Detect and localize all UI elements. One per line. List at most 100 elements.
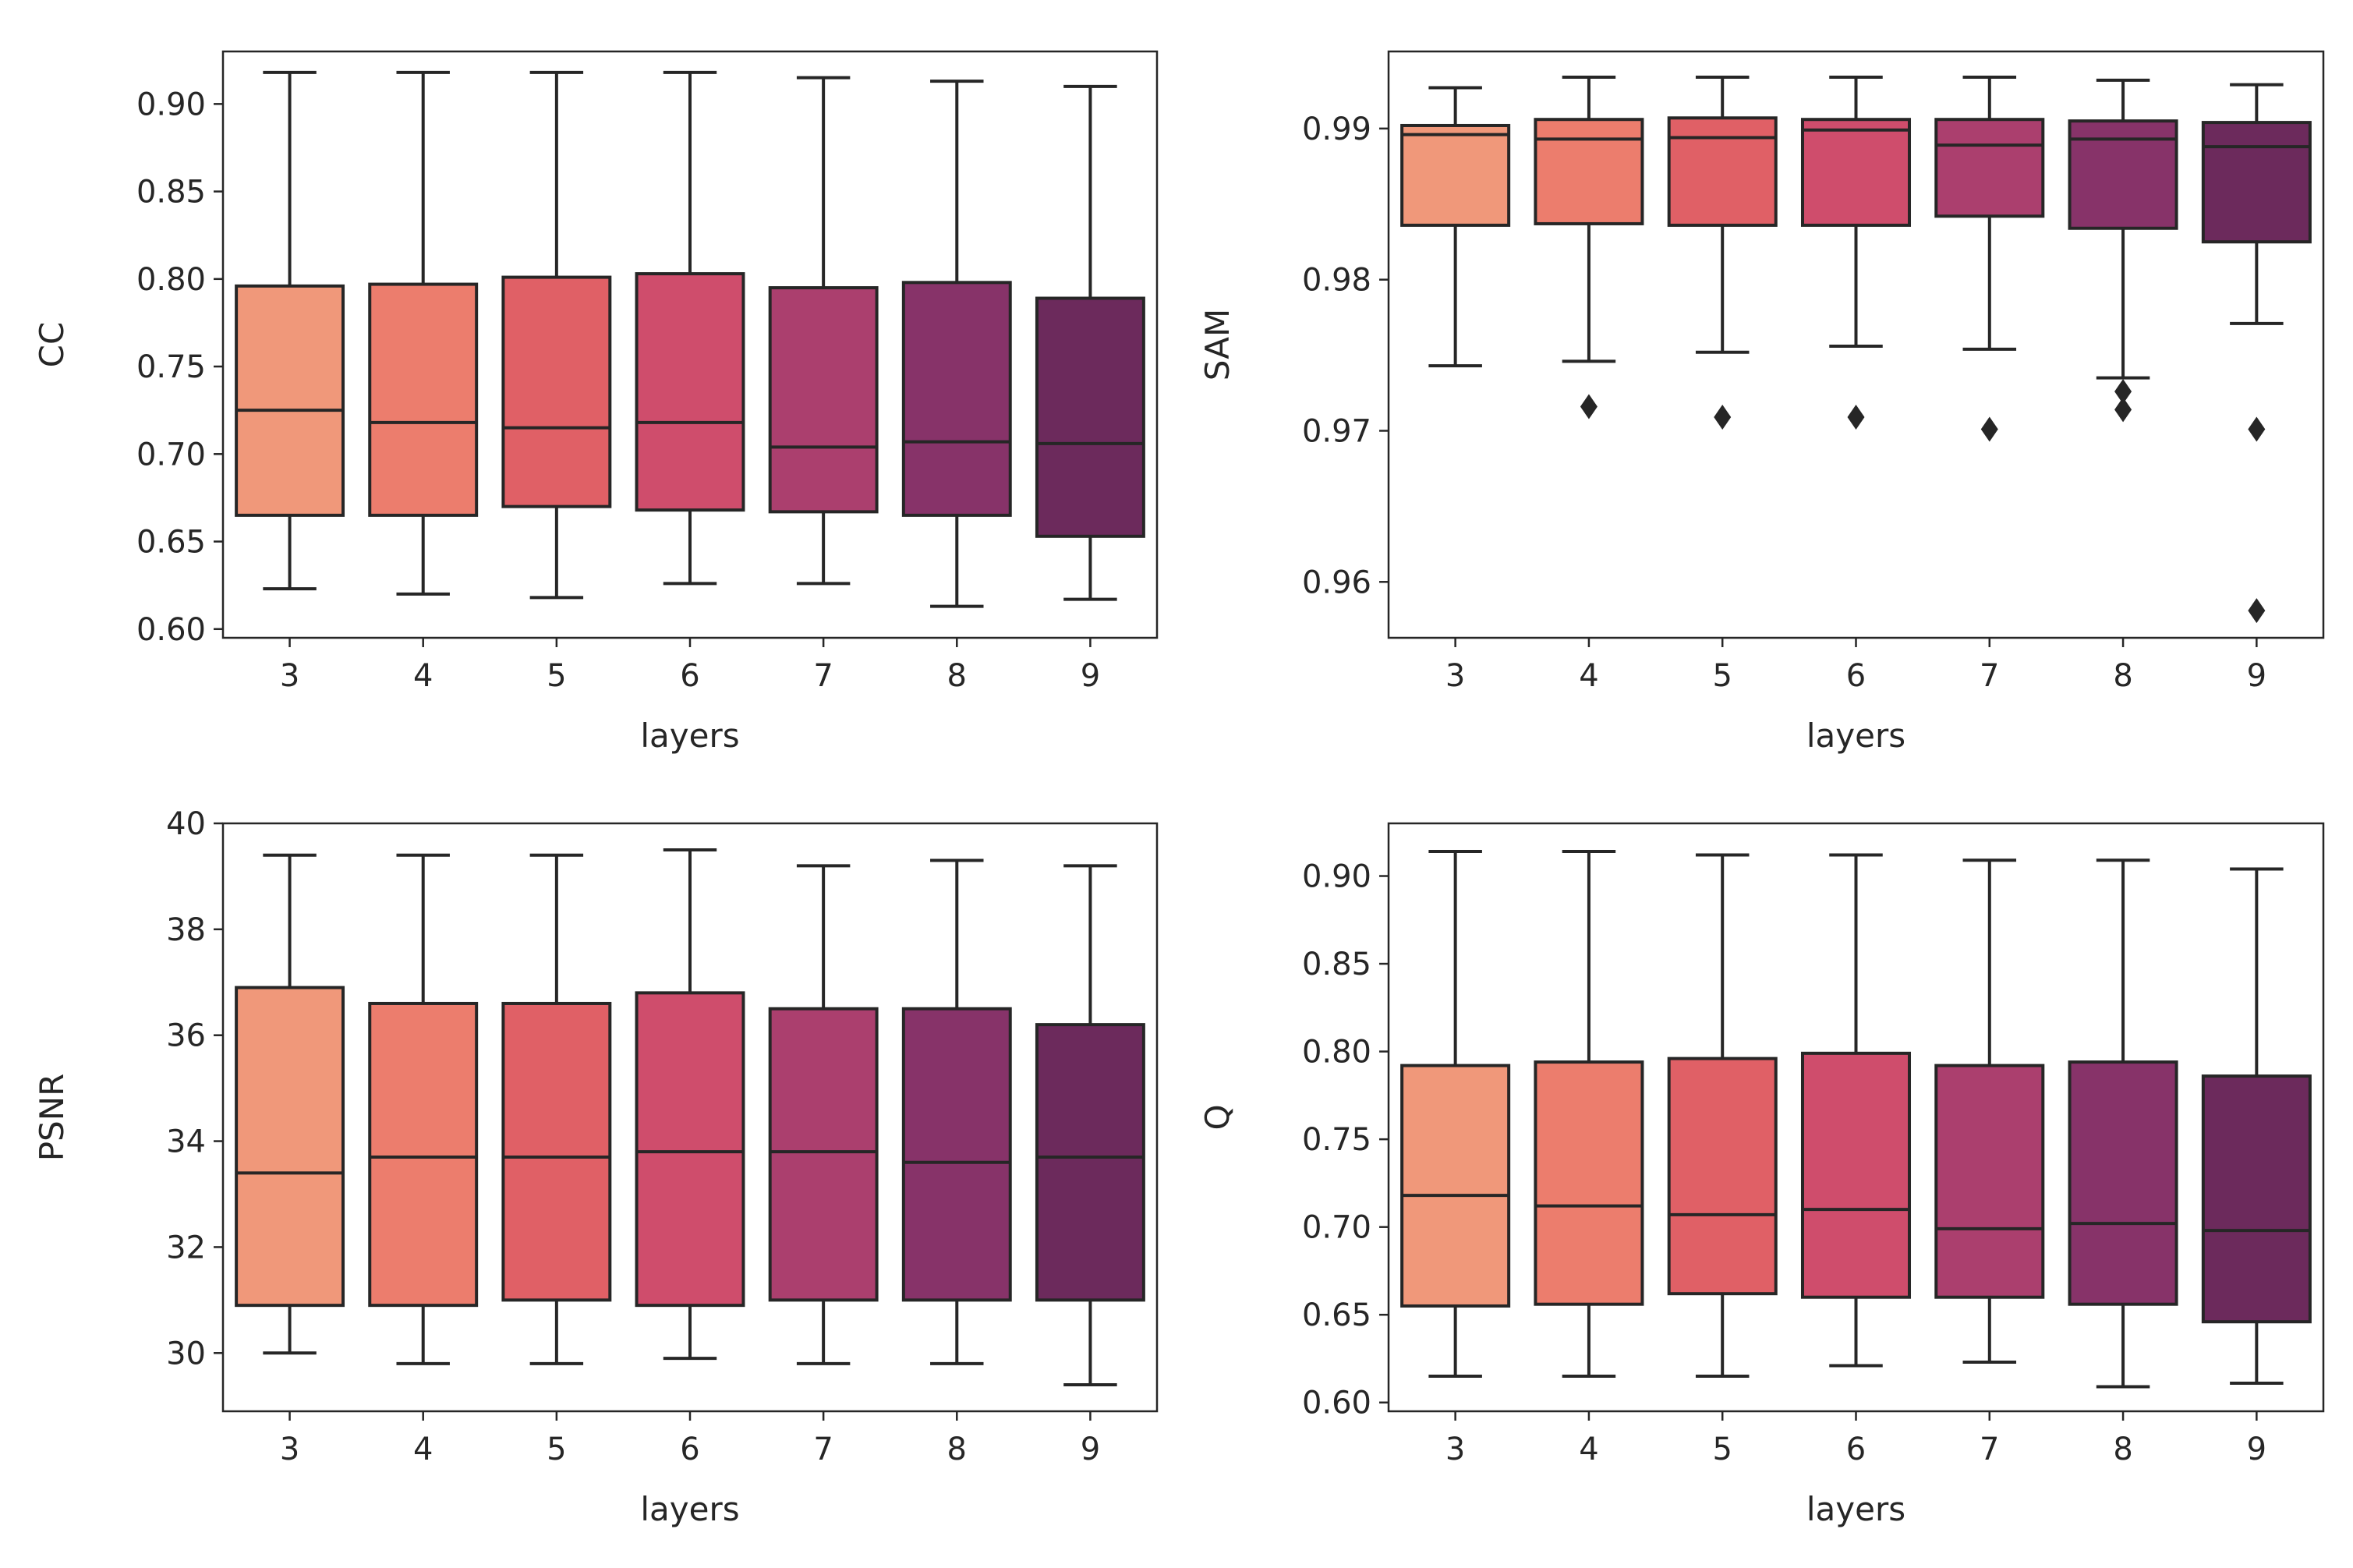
chart-top-right-x-axis-label: layers	[1806, 717, 1905, 755]
chart-bottom-right-box-5	[1667, 853, 1778, 1378]
outlier-marker	[2248, 598, 2266, 624]
y-tick-label: 38	[166, 912, 206, 948]
chart-bottom-left-x-axis-label: layers	[640, 1490, 739, 1528]
chart-top-left-x-axis-label: layers	[640, 717, 739, 755]
x-tick-label: 8	[2113, 1432, 2132, 1467]
chart-bottom-right: 0.60 0.65 0.70 0.75 0.80 0.85 0.90 3 4 5 6 7 8 9 layer…	[1198, 822, 2325, 1528]
x-tick-label: 4	[1579, 658, 1598, 694]
y-tick-label: 30	[166, 1336, 206, 1372]
y-tick-label: 0.90	[136, 87, 206, 122]
y-tick-label: 0.60	[136, 612, 206, 648]
x-tick-label: 3	[1445, 658, 1465, 694]
chart-bottom-left-y-axis-label: PSNR	[33, 1074, 71, 1162]
chart-top-right-box-6	[1800, 75, 1912, 430]
chart-bottom-right-x-axis-label: layers	[1806, 1490, 1905, 1528]
y-tick-label: 0.97	[1302, 413, 1371, 449]
chart-bottom-left-box-4	[368, 853, 479, 1365]
outlier-marker	[1847, 405, 1865, 430]
chart-top-right-box-7	[1934, 75, 2045, 442]
x-tick-label: 4	[413, 658, 433, 694]
x-tick-label: 4	[1579, 1432, 1598, 1467]
iqr-box	[1534, 1060, 1644, 1306]
iqr-box	[501, 1001, 612, 1302]
x-tick-label: 4	[413, 1432, 433, 1467]
chart-bottom-left-box-9	[1035, 864, 1145, 1387]
x-tick-label: 8	[947, 1432, 967, 1467]
iqr-box	[1667, 1057, 1778, 1296]
iqr-box	[368, 1001, 479, 1308]
iqr-box	[501, 275, 612, 508]
y-tick-label: 0.60	[1302, 1386, 1371, 1421]
outlier-marker	[2114, 379, 2132, 405]
y-tick-label: 0.85	[136, 175, 206, 211]
x-tick-label: 6	[1846, 1432, 1866, 1467]
y-tick-label: 0.85	[1302, 947, 1371, 982]
chart-bottom-right-box-7	[1934, 858, 2045, 1364]
x-tick-label: 3	[280, 1432, 299, 1467]
x-tick-label: 5	[547, 1432, 566, 1467]
chart-top-left-box-4	[368, 70, 479, 596]
chart-bottom-left-box-7	[768, 864, 879, 1365]
x-tick-label: 3	[1445, 1432, 1465, 1467]
outlier-marker	[2248, 416, 2266, 442]
chart-bottom-right-box-6	[1800, 853, 1912, 1368]
x-tick-label: 7	[1980, 658, 1999, 694]
x-tick-label: 9	[2247, 658, 2266, 694]
chart-top-left-box-3	[235, 70, 345, 591]
y-tick-label: 32	[166, 1230, 206, 1265]
x-tick-label: 6	[680, 1432, 699, 1467]
iqr-box	[2068, 119, 2178, 230]
iqr-box	[1800, 118, 1912, 227]
x-tick-label: 5	[1712, 658, 1732, 694]
y-tick-label: 0.70	[136, 437, 206, 473]
y-tick-label: 0.65	[1302, 1297, 1371, 1333]
x-tick-label: 9	[2247, 1432, 2266, 1467]
x-tick-label: 9	[1081, 658, 1100, 694]
chart-top-left-box-9	[1035, 84, 1145, 601]
x-tick-label: 7	[1980, 1432, 1999, 1467]
iqr-box	[368, 282, 479, 517]
iqr-box	[635, 991, 745, 1308]
y-tick-label: 0.80	[1302, 1035, 1371, 1071]
chart-bottom-right-box-4	[1534, 850, 1644, 1378]
outlier-marker	[1714, 405, 1732, 430]
iqr-box	[1934, 118, 2045, 218]
iqr-box	[1400, 123, 1511, 227]
outlier-marker	[1980, 416, 1998, 442]
iqr-box	[1534, 118, 1644, 225]
chart-top-right-box-9	[2201, 83, 2312, 624]
y-tick-label: 0.90	[1302, 859, 1371, 895]
chart-bottom-left-box-6	[635, 848, 745, 1361]
chart-top-right: 0.96 0.97 0.98 0.99 3 4 5 6 7 8 9 layers SAM	[1198, 50, 2325, 755]
chart-top-left-box-5	[501, 70, 612, 600]
y-tick-label: 36	[166, 1018, 206, 1054]
chart-bottom-left-box-3	[235, 853, 345, 1355]
chart-top-left-y-axis-label: CC	[33, 322, 71, 368]
outlier-marker	[2114, 397, 2132, 423]
chart-bottom-left-box-8	[901, 858, 1012, 1365]
x-tick-label: 6	[680, 658, 699, 694]
x-tick-label: 5	[1712, 1432, 1732, 1467]
chart-top-right-box-5	[1667, 75, 1778, 430]
iqr-box	[1035, 296, 1145, 538]
chart-top-right-box-4	[1534, 75, 1644, 419]
iqr-box	[235, 986, 345, 1308]
iqr-box	[901, 281, 1012, 517]
y-tick-label: 0.70	[1302, 1210, 1371, 1246]
iqr-box	[2201, 1074, 2312, 1324]
chart-top-left: 0.60 0.65 0.70 0.75 0.80 0.85 0.90 3 4 5 6 7 8 9 layer…	[33, 50, 1159, 755]
iqr-box	[1035, 1023, 1145, 1302]
iqr-box	[768, 286, 879, 514]
y-tick-label: 34	[166, 1124, 206, 1160]
chart-bottom-right-box-8	[2068, 858, 2178, 1389]
x-tick-label: 6	[1846, 658, 1866, 694]
chart-top-right-box-8	[2068, 78, 2178, 423]
y-tick-label: 40	[166, 806, 206, 842]
y-tick-label: 0.98	[1302, 263, 1371, 299]
iqr-box	[1934, 1064, 2045, 1299]
y-tick-label: 0.80	[136, 262, 206, 298]
x-tick-label: 5	[547, 658, 566, 694]
